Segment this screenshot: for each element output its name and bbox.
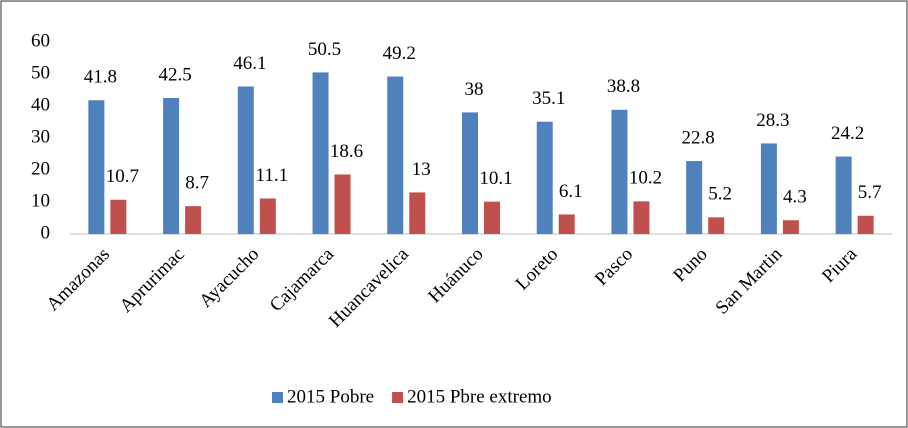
data-label: 13 bbox=[412, 159, 431, 180]
data-label: 50.5 bbox=[308, 39, 341, 60]
data-label: 38.8 bbox=[607, 76, 640, 97]
bar bbox=[760, 143, 777, 234]
data-label: 10.2 bbox=[629, 168, 662, 189]
data-label: 4.3 bbox=[783, 187, 807, 208]
data-label: 42.5 bbox=[158, 64, 191, 85]
y-tick-label: 10 bbox=[31, 190, 50, 211]
bar bbox=[536, 121, 553, 234]
bar bbox=[237, 86, 254, 234]
y-tick-label: 50 bbox=[31, 62, 50, 83]
bar bbox=[708, 217, 725, 234]
y-tick-label: 60 bbox=[31, 30, 50, 51]
data-label: 5.7 bbox=[858, 182, 882, 203]
y-tick-label: 30 bbox=[31, 126, 50, 147]
bar bbox=[259, 198, 276, 234]
bar bbox=[484, 201, 500, 234]
legend-label: 2015 Pobre bbox=[287, 386, 374, 407]
y-tick-label: 40 bbox=[31, 94, 50, 115]
data-label: 11.1 bbox=[256, 165, 289, 186]
data-label: 10.7 bbox=[106, 166, 139, 187]
data-label: 22.8 bbox=[682, 127, 715, 148]
data-label: 28.3 bbox=[756, 110, 789, 131]
bar bbox=[462, 112, 478, 234]
bar bbox=[312, 72, 329, 235]
bar bbox=[782, 220, 799, 234]
data-label: 5.2 bbox=[708, 184, 732, 205]
bar bbox=[88, 100, 105, 235]
y-tick-label: 20 bbox=[31, 158, 50, 179]
legend-swatch bbox=[272, 392, 283, 403]
bar bbox=[163, 98, 180, 234]
data-label: 41.8 bbox=[84, 67, 117, 88]
bar bbox=[334, 174, 351, 234]
bar bbox=[387, 76, 404, 234]
legend-label: 2015 Pbre extremo bbox=[407, 386, 552, 407]
data-label: 10.1 bbox=[479, 168, 512, 189]
data-label: 8.7 bbox=[185, 173, 209, 194]
bar bbox=[835, 156, 852, 234]
data-label: 35.1 bbox=[532, 88, 565, 109]
bar bbox=[633, 201, 650, 234]
bar bbox=[857, 215, 874, 234]
bar bbox=[686, 161, 703, 234]
bar bbox=[611, 109, 628, 234]
bar bbox=[409, 192, 426, 234]
data-label: 38 bbox=[465, 79, 484, 100]
data-label: 18.6 bbox=[330, 141, 363, 162]
bar bbox=[185, 206, 202, 234]
bar bbox=[110, 199, 127, 234]
data-label: 46.1 bbox=[233, 53, 266, 74]
data-label: 6.1 bbox=[559, 181, 583, 202]
data-label: 24.2 bbox=[831, 123, 864, 144]
legend-swatch bbox=[392, 392, 404, 403]
data-label: 49.2 bbox=[383, 43, 416, 64]
y-tick-label: 0 bbox=[41, 222, 51, 243]
bar bbox=[558, 214, 575, 234]
